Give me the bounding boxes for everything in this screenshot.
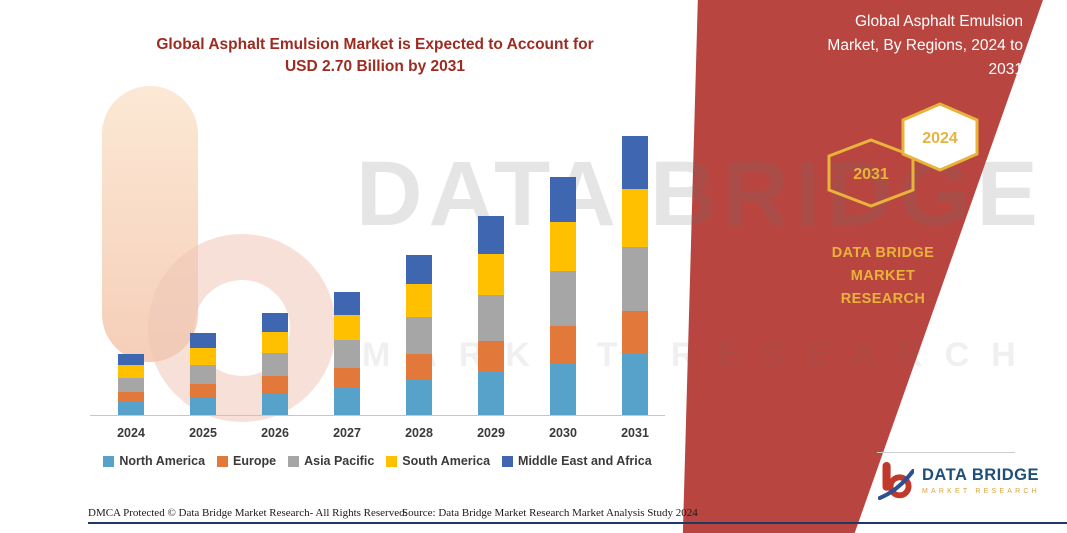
legend-label: North America (119, 454, 206, 468)
bar-segment-asia-pacific (550, 271, 576, 326)
legend-swatch (103, 455, 115, 467)
bar-segment-europe (334, 368, 360, 388)
x-axis-label-2024: 2024 (117, 426, 145, 440)
bar-segment-north-america (622, 354, 648, 415)
logo-texts: DATA BRIDGE MARKET RESEARCH (922, 466, 1040, 495)
bar-segment-asia-pacific (262, 353, 288, 376)
bar-segment-south-america (622, 189, 648, 247)
data-bridge-logo-icon (878, 462, 914, 501)
legend-label: South America (402, 454, 491, 468)
bar-segment-middle-east-and-africa (118, 354, 144, 365)
bar-segment-north-america (550, 363, 576, 415)
banner-title-line-1: Global Asphalt Emulsion (854, 13, 1023, 30)
banner-title: Global Asphalt Emulsion Market, By Regio… (805, 10, 1023, 82)
bar-segment-middle-east-and-africa (550, 177, 576, 222)
stacked-bar-2031 (622, 136, 648, 415)
x-axis-label-2028: 2028 (405, 426, 433, 440)
legend-item-south-america: South America (386, 454, 490, 468)
stacked-bar-2024 (118, 354, 144, 415)
hexagon-2024-label: 2024 (922, 130, 958, 147)
legend: North America Europe Asia Pacific South Ame… (85, 454, 670, 468)
logo-subtitle: MARKET RESEARCH (922, 487, 1040, 495)
bar-segment-north-america (262, 393, 288, 415)
x-axis-line (90, 415, 665, 416)
x-axis-label-2025: 2025 (189, 426, 217, 440)
stacked-bar-2025 (190, 333, 216, 415)
x-axis-label-2030: 2030 (549, 426, 577, 440)
bar-segment-europe (118, 392, 144, 402)
bar-segment-south-america (262, 332, 288, 353)
bar-segment-europe (550, 326, 576, 363)
bar-segment-south-america (406, 284, 432, 317)
bar-segment-north-america (118, 402, 144, 415)
banner-title-line-2: Market, By Regions, 2024 to (827, 37, 1023, 54)
bar-segment-asia-pacific (118, 378, 144, 392)
logo-divider-line (877, 452, 1015, 453)
bar-segment-north-america (334, 388, 360, 415)
legend-swatch (217, 455, 229, 467)
company-logo: DATA BRIDGE MARKET RESEARCH (878, 458, 1040, 502)
bar-segment-south-america (334, 315, 360, 340)
x-axis-labels: 2024 2025 2026 2027 2028 2029 2030 2031 (103, 426, 663, 440)
brand-wordmark-line-2: RESEARCH (840, 291, 926, 307)
brand-wordmark: DATA BRIDGE MARKET RESEARCH (808, 242, 958, 311)
legend-swatch (386, 455, 398, 467)
chart-title-line-1: Global Asphalt Emulsion Market is Expect… (156, 36, 594, 53)
legend-swatch (502, 455, 514, 467)
bar-segment-middle-east-and-africa (406, 255, 432, 284)
watermark-text-market-research: MARKET RESEARCH (362, 336, 1038, 374)
footer-divider-line (88, 522, 1067, 524)
stacked-bar-2029 (478, 216, 504, 415)
x-axis-label-2027: 2027 (333, 426, 361, 440)
stacked-bar-2028 (406, 255, 432, 415)
bar-segment-south-america (478, 254, 504, 295)
bar-segment-asia-pacific (190, 365, 216, 384)
footer-source-text: Source: Data Bridge Market Research Mark… (402, 507, 698, 519)
stacked-bar-2030 (550, 177, 576, 415)
bar-segment-middle-east-and-africa (190, 333, 216, 348)
bar-segment-north-america (190, 397, 216, 415)
bar-segment-europe (622, 311, 648, 354)
bar-segment-south-america (550, 222, 576, 271)
legend-item-middle-east-and-africa: Middle East and Africa (502, 454, 652, 468)
banner-title-line-3: 2031 (988, 61, 1023, 78)
bar-segment-asia-pacific (478, 295, 504, 341)
bar-segment-asia-pacific (334, 340, 360, 368)
stacked-bar-2027 (334, 292, 360, 415)
bar-segment-north-america (406, 380, 432, 415)
chart-title: Global Asphalt Emulsion Market is Expect… (95, 34, 655, 78)
bar-segment-asia-pacific (406, 317, 432, 354)
legend-item-asia-pacific: Asia Pacific (288, 454, 374, 468)
brand-wordmark-line-1: DATA BRIDGE MARKET (831, 245, 935, 284)
bar-segment-middle-east-and-africa (622, 136, 648, 189)
x-axis-label-2029: 2029 (477, 426, 505, 440)
legend-item-north-america: North America (103, 454, 205, 468)
bar-segment-middle-east-and-africa (478, 216, 504, 254)
hexagon-2031-label: 2031 (853, 166, 889, 183)
legend-label: Middle East and Africa (518, 454, 652, 468)
bar-segment-europe (406, 354, 432, 380)
hexagon-2024-badge: 2024 (901, 102, 979, 172)
chart-title-line-2: USD 2.70 Billion by 2031 (284, 58, 466, 75)
bar-segment-middle-east-and-africa (262, 313, 288, 332)
bar-segment-europe (478, 341, 504, 372)
legend-item-europe: Europe (217, 454, 276, 468)
bars-row (118, 125, 648, 415)
stacked-bar-2026 (262, 313, 288, 415)
x-axis-label-2026: 2026 (261, 426, 289, 440)
legend-swatch (288, 455, 300, 467)
logo-title: DATA BRIDGE (922, 465, 1040, 484)
bar-segment-middle-east-and-africa (334, 292, 360, 315)
bar-segment-south-america (190, 348, 216, 365)
bar-segment-north-america (478, 372, 504, 415)
legend-label: Europe (233, 454, 277, 468)
legend-label: Asia Pacific (304, 454, 375, 468)
bar-segment-asia-pacific (622, 247, 648, 311)
bar-segment-europe (262, 376, 288, 393)
x-axis-label-2031: 2031 (621, 426, 649, 440)
bar-segment-europe (190, 384, 216, 397)
bar-segment-south-america (118, 365, 144, 378)
footer-dmca-text: DMCA Protected © Data Bridge Market Rese… (88, 507, 408, 519)
